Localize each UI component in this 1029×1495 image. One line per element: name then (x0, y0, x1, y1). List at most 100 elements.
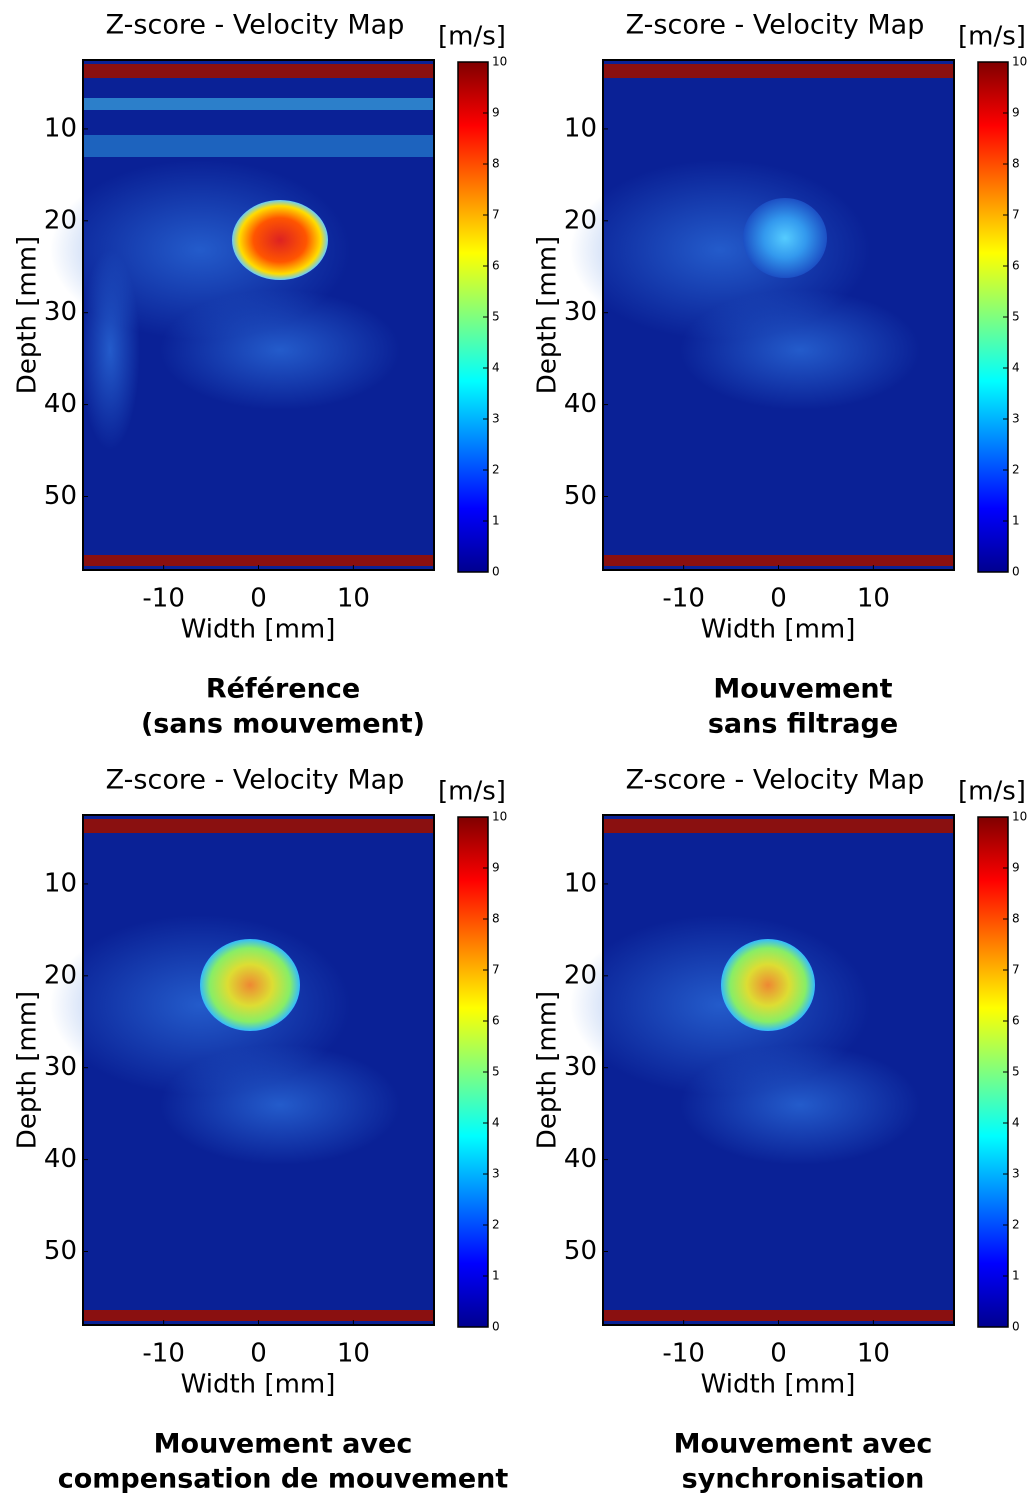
colorbar-tick-label: 1 (1012, 1269, 1020, 1283)
y-tick-label: 10 (44, 113, 77, 143)
chart-title: Z-score - Velocity Map (106, 765, 405, 796)
noise-band (83, 135, 434, 157)
y-tick-label: 20 (564, 205, 597, 235)
colorbar-tick-label: 4 (1012, 361, 1020, 375)
inclusion (200, 939, 300, 1031)
y-tick-label: 30 (564, 297, 597, 327)
colorbar-tick-label: 5 (492, 310, 500, 324)
colorbar-tick-label: 1 (1012, 514, 1020, 528)
y-tick-label: 50 (564, 481, 597, 511)
colorbar-tick-label: 3 (1012, 1167, 1020, 1181)
chart-title: Z-score - Velocity Map (106, 10, 405, 41)
colorbar-tick-label: 4 (492, 361, 500, 375)
colorbar-tick-label: 3 (1012, 412, 1020, 426)
caption: Mouvement avec (674, 1429, 933, 1460)
colorbar-tick-label: 4 (1012, 1116, 1020, 1130)
artifact-band (83, 64, 434, 78)
colorbar-label: [m/s] (438, 777, 506, 807)
y-tick-label: 40 (44, 389, 77, 419)
x-axis-label: Width [mm] (181, 1370, 336, 1400)
panel: Z-score - Velocity Map-10 0 101020304050Wi… (13, 10, 508, 740)
caption: Mouvement (713, 674, 892, 705)
y-tick-label: 10 (564, 113, 597, 143)
colorbar-tick-label: 2 (492, 1218, 500, 1232)
x-axis-label: Width [mm] (181, 615, 336, 645)
colorbar-tick-label: 5 (1012, 1065, 1020, 1079)
colorbar-tick-label: 8 (1012, 157, 1020, 171)
y-tick-label: 10 (44, 868, 77, 898)
x-tick-label: -10 (142, 584, 184, 614)
tissue-glow (80, 250, 140, 450)
caption: Mouvement avec (154, 1429, 413, 1460)
x-axis-label: Width [mm] (701, 1370, 856, 1400)
caption: sans filtrage (708, 709, 898, 740)
artifact-band (603, 64, 954, 78)
colorbar-tick-label: 2 (1012, 463, 1020, 477)
colorbar-tick-label: 8 (492, 157, 500, 171)
y-tick-label: 20 (44, 960, 77, 990)
colorbar-tick-label: 9 (492, 106, 500, 120)
y-tick-label: 30 (564, 1052, 597, 1082)
y-axis-label: Depth [mm] (13, 991, 43, 1149)
x-tick-label: 0 (250, 584, 267, 614)
colorbar-tick-label: 2 (1012, 1218, 1020, 1232)
x-tick-label: -10 (662, 1339, 704, 1369)
tissue-glow (680, 290, 920, 410)
noise-band (83, 98, 434, 110)
chart-title: Z-score - Velocity Map (626, 765, 925, 796)
y-tick-label: 20 (44, 205, 77, 235)
colorbar-tick-label: 0 (492, 565, 500, 579)
x-axis-label: Width [mm] (701, 615, 856, 645)
artifact-band (83, 555, 434, 566)
colorbar-tick-label: 1 (492, 1269, 500, 1283)
x-tick-label: 10 (337, 584, 370, 614)
colorbar-label: [m/s] (958, 777, 1026, 807)
colorbar-tick-label: 10 (1012, 810, 1027, 824)
colorbar-tick-label: 6 (1012, 259, 1020, 273)
colorbar-tick-label: 7 (1012, 963, 1020, 977)
colorbar-tick-label: 3 (492, 1167, 500, 1181)
x-tick-label: 10 (857, 584, 890, 614)
colorbar-tick-label: 8 (492, 912, 500, 926)
y-axis-label: Depth [mm] (533, 991, 563, 1149)
colorbar-tick-label: 7 (492, 963, 500, 977)
artifact-band (603, 1310, 954, 1321)
colorbar-tick-label: 0 (1012, 565, 1020, 579)
x-tick-label: 10 (857, 1339, 890, 1369)
inclusion (743, 198, 827, 278)
colorbar-tick-label: 0 (492, 1320, 500, 1334)
y-axis-label: Depth [mm] (533, 236, 563, 394)
caption: synchronisation (682, 1464, 925, 1495)
y-tick-label: 10 (564, 868, 597, 898)
y-tick-label: 50 (44, 481, 77, 511)
x-tick-label: 0 (770, 584, 787, 614)
panel: Z-score - Velocity Map-10 0 101020304050Wi… (13, 765, 509, 1495)
x-tick-label: -10 (662, 584, 704, 614)
colorbar-tick-label: 9 (1012, 106, 1020, 120)
artifact-band (83, 819, 434, 833)
x-tick-label: 0 (770, 1339, 787, 1369)
y-tick-label: 50 (564, 1236, 597, 1266)
panel: Z-score - Velocity Map-10 0 101020304050Wi… (533, 765, 1028, 1495)
colorbar-tick-label: 6 (492, 259, 500, 273)
inclusion (721, 939, 815, 1031)
colorbar-tick-label: 0 (1012, 1320, 1020, 1334)
colorbar-tick-label: 2 (492, 463, 500, 477)
y-tick-label: 20 (564, 960, 597, 990)
artifact-band (603, 819, 954, 833)
colorbar-tick-label: 10 (1012, 55, 1027, 69)
colorbar-tick-label: 7 (1012, 208, 1020, 222)
colorbar-label: [m/s] (958, 22, 1026, 52)
tissue-glow (160, 1045, 400, 1165)
x-tick-label: -10 (142, 1339, 184, 1369)
tissue-glow (160, 290, 400, 410)
y-tick-label: 30 (44, 1052, 77, 1082)
y-tick-label: 40 (44, 1144, 77, 1174)
y-tick-label: 40 (564, 389, 597, 419)
artifact-band (83, 1310, 434, 1321)
caption: (sans mouvement) (141, 709, 425, 740)
caption: Référence (206, 674, 360, 705)
colorbar-tick-label: 1 (492, 514, 500, 528)
colorbar-tick-label: 7 (492, 208, 500, 222)
